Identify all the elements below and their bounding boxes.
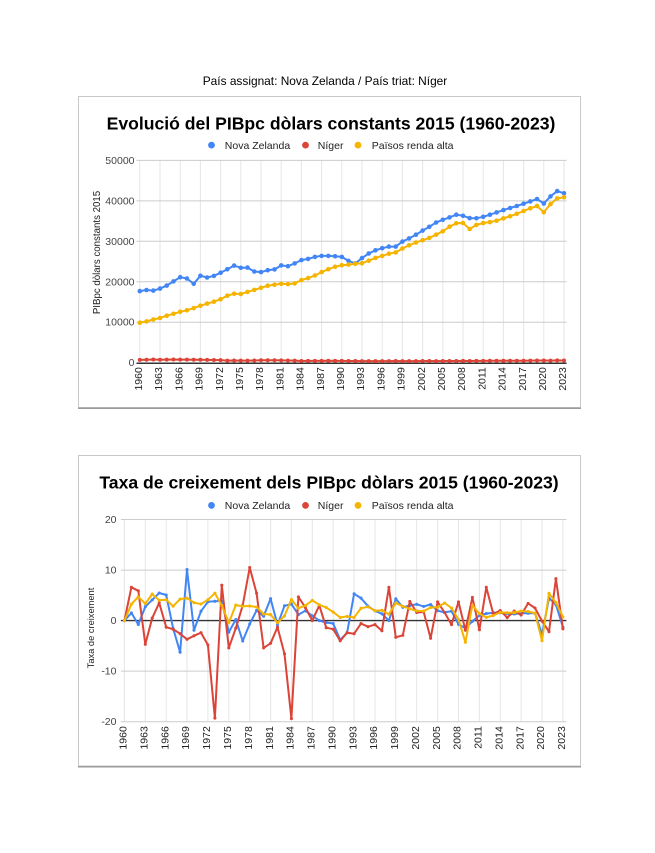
svg-text:2014: 2014 <box>493 726 505 750</box>
svg-text:1993: 1993 <box>347 726 359 750</box>
svg-text:1960: 1960 <box>118 726 130 750</box>
svg-text:0: 0 <box>129 357 135 369</box>
svg-text:Taxa de creixement: Taxa de creixement <box>86 587 96 668</box>
svg-text:1990: 1990 <box>335 367 347 391</box>
svg-text:1972: 1972 <box>201 726 213 750</box>
svg-text:País assignat: Nova Zelanda /: País assignat: Nova Zelanda / País triat… <box>203 74 448 88</box>
svg-text:2005: 2005 <box>431 726 443 750</box>
svg-text:1972: 1972 <box>214 367 226 391</box>
svg-text:2011: 2011 <box>476 367 488 390</box>
svg-text:2020: 2020 <box>535 726 547 750</box>
svg-text:1999: 1999 <box>389 726 401 750</box>
svg-text:-20: -20 <box>101 716 116 728</box>
svg-text:1969: 1969 <box>180 726 192 750</box>
svg-text:1984: 1984 <box>295 367 307 391</box>
svg-text:50000: 50000 <box>105 155 134 167</box>
svg-text:1975: 1975 <box>234 367 246 391</box>
svg-text:2005: 2005 <box>436 367 448 391</box>
svg-text:1993: 1993 <box>355 367 367 391</box>
svg-text:-10: -10 <box>101 666 116 678</box>
svg-text:2023: 2023 <box>556 726 568 750</box>
svg-text:2002: 2002 <box>410 726 422 750</box>
svg-text:2002: 2002 <box>416 367 428 391</box>
svg-text:Níger: Níger <box>318 140 344 152</box>
svg-text:Evolució del PIBpc dòlars cons: Evolució del PIBpc dòlars constants 2015… <box>107 114 556 134</box>
svg-text:Nova Zelanda: Nova Zelanda <box>225 140 291 152</box>
svg-text:Països renda alta: Països renda alta <box>372 140 454 152</box>
svg-text:2008: 2008 <box>456 367 468 391</box>
svg-text:20: 20 <box>105 514 117 526</box>
svg-text:2017: 2017 <box>514 726 526 750</box>
svg-text:1987: 1987 <box>315 367 327 391</box>
svg-text:Països renda alta: Països renda alta <box>372 500 454 512</box>
svg-text:2014: 2014 <box>497 367 509 391</box>
svg-text:40000: 40000 <box>105 195 134 207</box>
svg-text:2008: 2008 <box>452 726 464 750</box>
svg-text:1978: 1978 <box>243 726 255 750</box>
svg-text:1990: 1990 <box>326 726 338 750</box>
svg-text:1987: 1987 <box>306 726 318 750</box>
svg-text:0: 0 <box>111 615 117 627</box>
svg-text:Taxa de creixement dels PIBpc: Taxa de creixement dels PIBpc dòlars 201… <box>99 473 558 493</box>
svg-text:1963: 1963 <box>139 726 151 750</box>
svg-text:1969: 1969 <box>194 367 206 391</box>
svg-text:1981: 1981 <box>274 367 286 391</box>
svg-text:1996: 1996 <box>375 367 387 391</box>
svg-text:10: 10 <box>105 565 117 577</box>
svg-text:1996: 1996 <box>368 726 380 750</box>
svg-text:2011: 2011 <box>473 726 485 749</box>
svg-text:1978: 1978 <box>254 367 266 391</box>
svg-text:1981: 1981 <box>264 726 276 750</box>
svg-text:2020: 2020 <box>537 367 549 391</box>
svg-text:1966: 1966 <box>159 726 171 750</box>
svg-text:1966: 1966 <box>173 367 185 391</box>
svg-text:20000: 20000 <box>105 276 134 288</box>
svg-text:1963: 1963 <box>153 367 165 391</box>
svg-text:2017: 2017 <box>517 367 529 391</box>
svg-text:1984: 1984 <box>285 726 297 750</box>
svg-text:PIBpc dòlars constants 2015: PIBpc dòlars constants 2015 <box>92 191 103 314</box>
svg-text:10000: 10000 <box>105 317 134 329</box>
svg-text:Níger: Níger <box>318 500 344 512</box>
svg-text:1999: 1999 <box>396 367 408 391</box>
svg-text:30000: 30000 <box>105 236 134 248</box>
svg-text:1960: 1960 <box>133 367 145 391</box>
svg-text:2023: 2023 <box>557 367 569 391</box>
svg-text:Nova Zelanda: Nova Zelanda <box>225 500 291 512</box>
svg-text:1975: 1975 <box>222 726 234 750</box>
